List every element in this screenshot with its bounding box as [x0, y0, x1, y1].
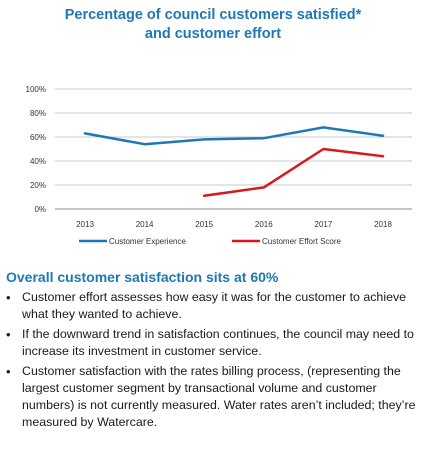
series-line-customer-experience [83, 126, 385, 146]
legend-label-customer-experience: Customer Experience [109, 237, 186, 246]
line-chart: 0% 20% 40% 60% 80% 100% 2013 2014 2015 2016 2017 20… [26, 85, 412, 246]
x-tick-label-2017: 2017 [315, 220, 333, 229]
summary-bullet-2: If the downward trend in satisfaction co… [6, 326, 418, 360]
chart-title-line-2: and customer effort [144, 26, 282, 42]
x-tick-label-2013: 2013 [76, 220, 94, 229]
x-tick-label-2014: 2014 [136, 220, 154, 229]
y-tick-label-0pct: 0% [34, 205, 46, 214]
legend-label-customer-effort-score: Customer Effort Score [262, 237, 342, 246]
x-tick-label-2015: 2015 [195, 220, 213, 229]
summary-bullet-list: Customer effort assesses how easy it was… [6, 289, 418, 434]
summary-heading: Overall customer satisfaction sits at 60… [6, 269, 279, 285]
summary-bullet-3: Customer satisfaction with the rates bil… [6, 363, 418, 431]
x-tick-label-2018: 2018 [374, 220, 392, 229]
y-tick-label-80pct: 80% [30, 109, 46, 118]
y-tick-label-100pct: 100% [26, 85, 46, 94]
y-tick-label-60pct: 60% [30, 133, 46, 142]
y-tick-label-20pct: 20% [30, 181, 46, 190]
chart-title: Percentage of council customers satisfie… [0, 6, 426, 44]
chart-title-line-1: Percentage of council customers satisfie… [64, 7, 362, 23]
y-tick-label-40pct: 40% [30, 157, 46, 166]
summary-bullet-1: Customer effort assesses how easy it was… [6, 289, 418, 323]
x-tick-label-2016: 2016 [255, 220, 273, 229]
series-line-customer-effort-score [202, 147, 385, 198]
